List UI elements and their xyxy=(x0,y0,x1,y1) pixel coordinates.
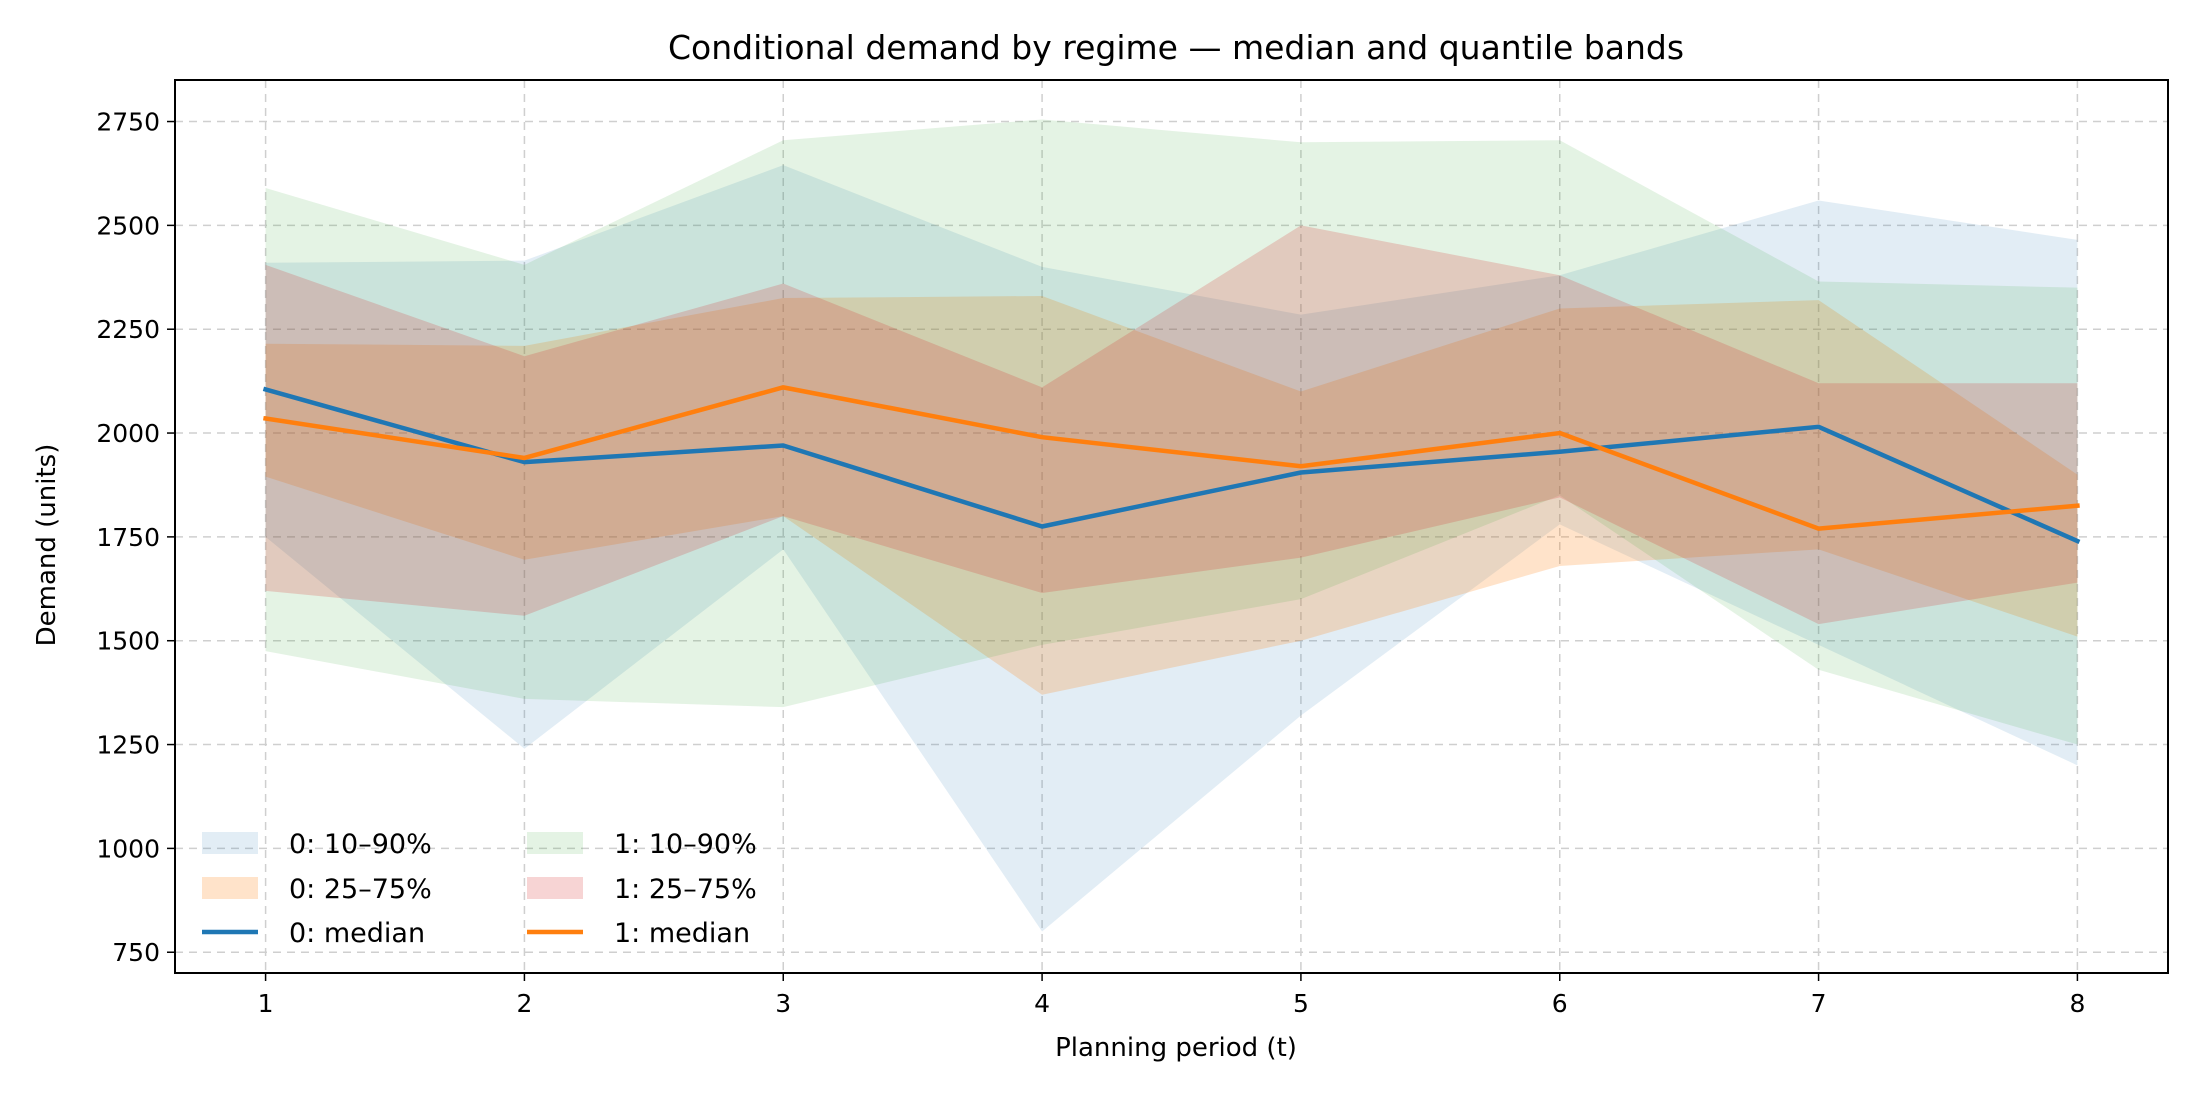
quantile-bands xyxy=(265,119,2078,932)
legend-swatch xyxy=(202,877,258,899)
legend-swatch xyxy=(527,877,583,899)
grid xyxy=(175,80,2168,973)
y-tick-label: 2000 xyxy=(96,419,160,448)
chart-title: Conditional demand by regime — median an… xyxy=(668,28,1684,67)
y-axis-label: Demand (units) xyxy=(32,444,62,647)
band-area xyxy=(265,165,2078,932)
plot-frame xyxy=(174,79,2169,974)
y-tick-label: 1500 xyxy=(96,627,160,656)
x-tick-label: 7 xyxy=(1811,989,1827,1018)
legend-swatch xyxy=(527,832,583,854)
band-area xyxy=(265,225,2078,625)
median-line xyxy=(262,386,2081,545)
legend: 0: 10–90% 0: 25–75% 0: median 1: 10–90% 1: 2… xyxy=(202,829,757,949)
y-tick-label: 1250 xyxy=(96,731,160,760)
y-tick-label: 1000 xyxy=(96,834,160,863)
y-tick-label: 2250 xyxy=(96,315,160,344)
x-tick-label: 8 xyxy=(2069,989,2085,1018)
x-tick-label: 6 xyxy=(1552,989,1568,1018)
legend-label: 1: 25–75% xyxy=(614,874,757,905)
x-tick-label: 3 xyxy=(775,989,791,1018)
x-axis-label: Planning period (t) xyxy=(1055,1033,1297,1063)
x-tick-label: 2 xyxy=(516,989,532,1018)
axis-ticks: 1 2 3 4 5 6 7 8 750 1000 1250 1500 1750 2000 2250 2500 2… xyxy=(96,108,2085,1018)
band-area xyxy=(265,119,2078,745)
x-tick-label: 4 xyxy=(1034,989,1050,1018)
legend-label: 0: median xyxy=(289,918,425,949)
y-tick-label: 2500 xyxy=(96,211,160,240)
y-tick-label: 2750 xyxy=(96,108,160,137)
band-area xyxy=(265,295,2078,695)
median-lines xyxy=(262,385,2081,545)
y-tick-label: 750 xyxy=(112,938,160,967)
legend-label: 0: 25–75% xyxy=(289,874,432,905)
legend-label: 1: 10–90% xyxy=(614,829,757,860)
y-tick-label: 1750 xyxy=(96,523,160,552)
legend-label: 0: 10–90% xyxy=(289,829,432,860)
legend-swatch xyxy=(202,832,258,854)
x-tick-label: 5 xyxy=(1293,989,1309,1018)
median-line xyxy=(263,385,2080,531)
x-tick-label: 1 xyxy=(258,989,274,1018)
legend-label: 1: median xyxy=(614,918,750,949)
